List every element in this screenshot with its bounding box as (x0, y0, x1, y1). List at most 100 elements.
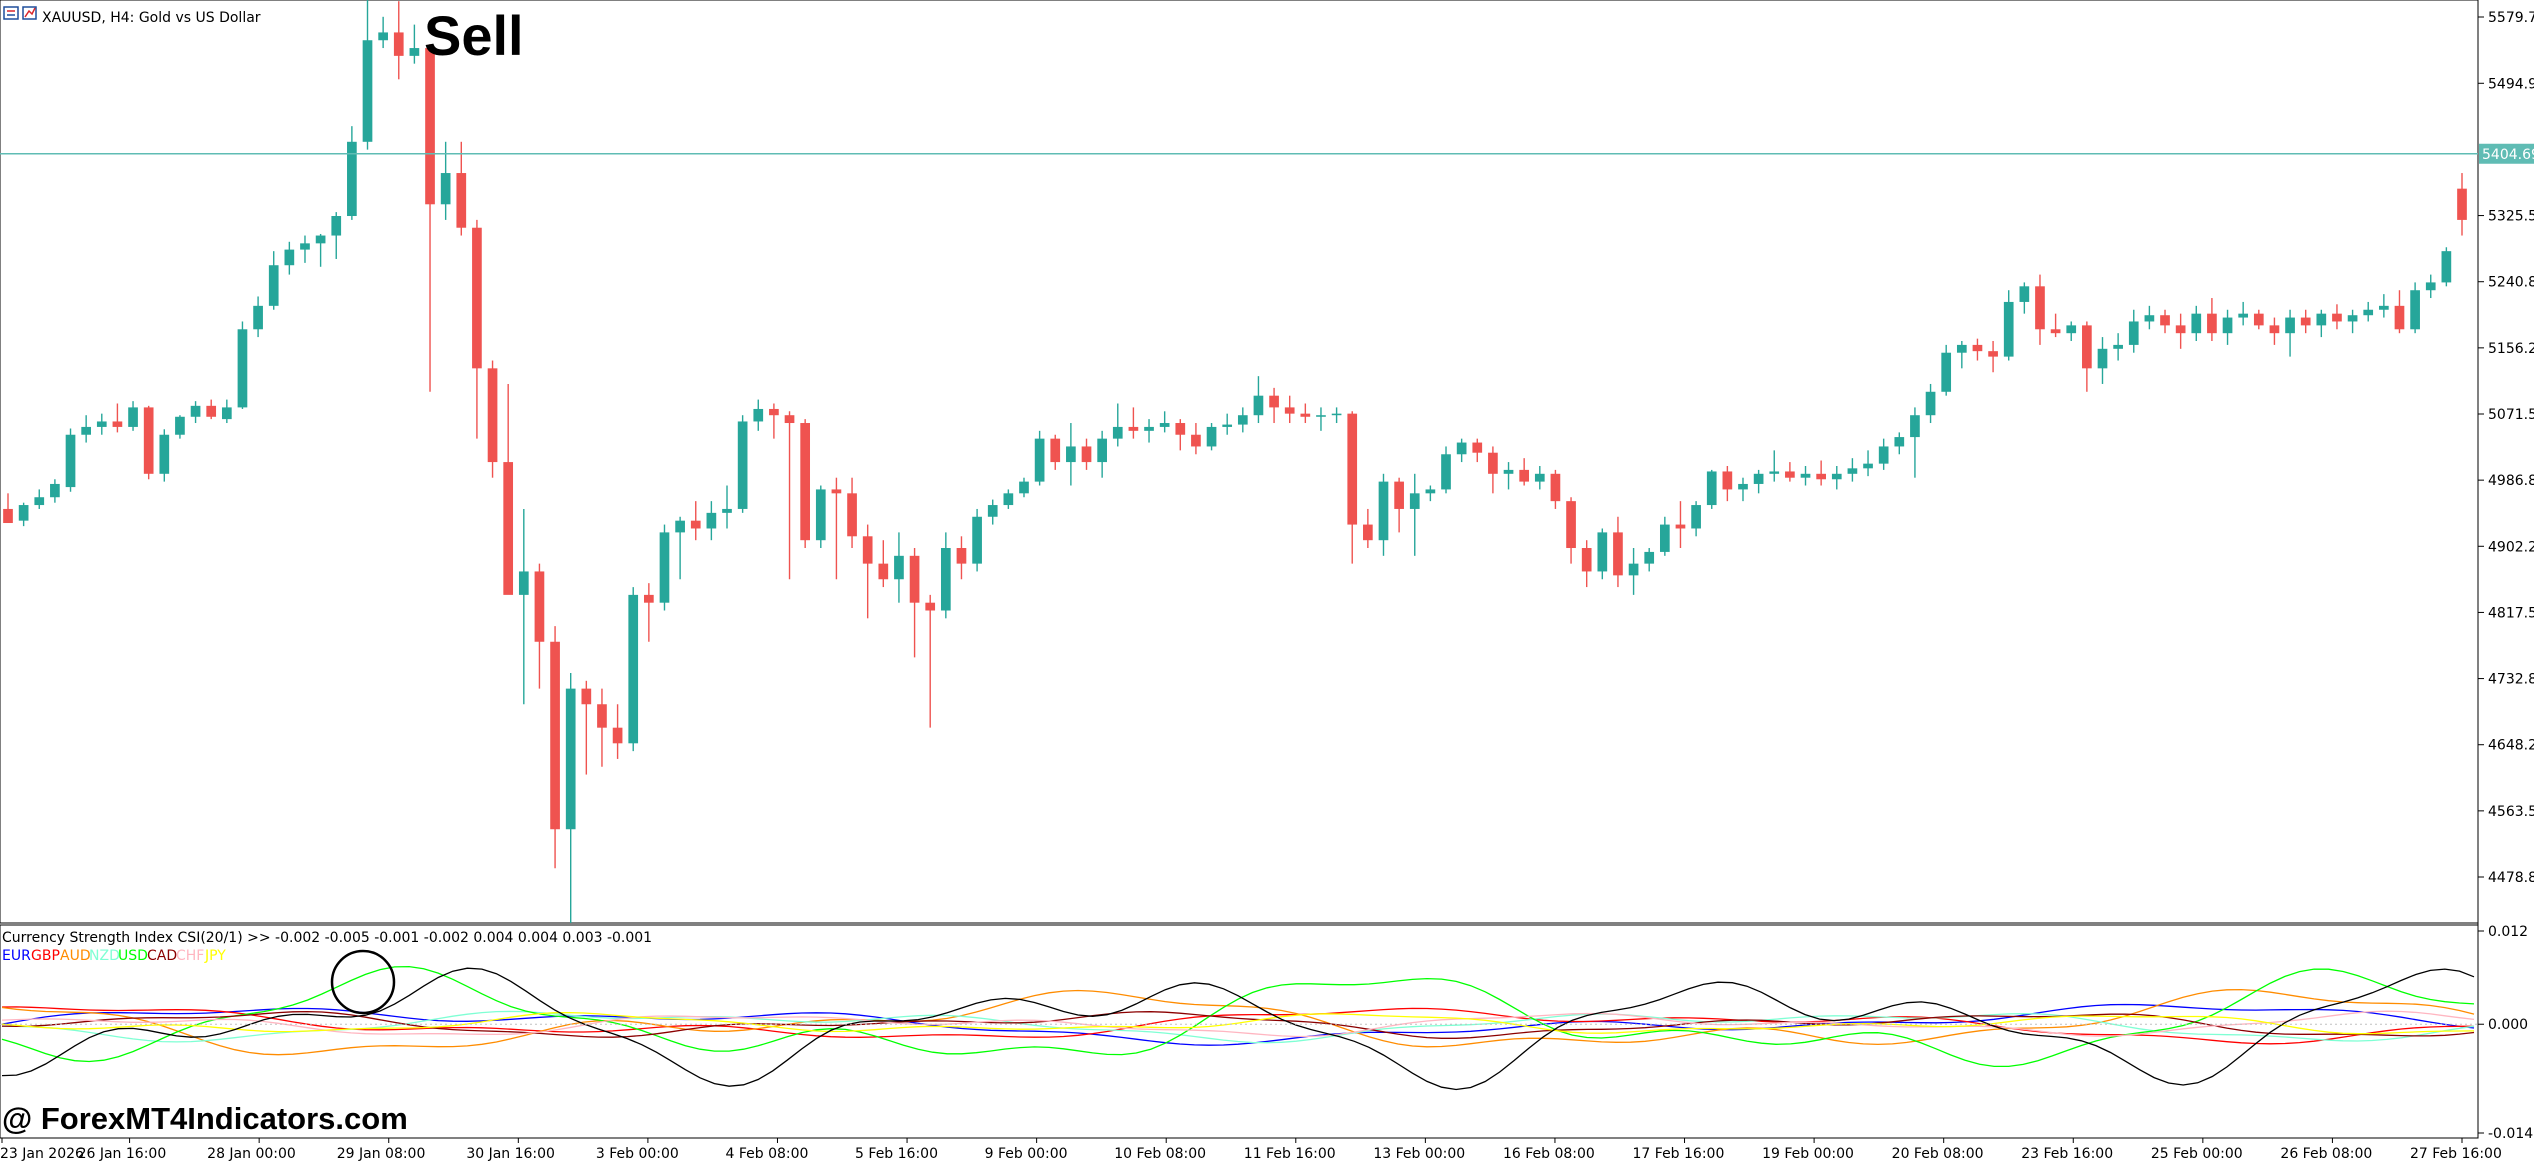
candle (1785, 462, 1795, 482)
candle (2160, 309, 2170, 334)
candle (96, 413, 107, 435)
candle (1972, 338, 1983, 361)
csi-line-chf (1, 1010, 2475, 1038)
time-tick-label: 23 Feb 16:00 (2021, 1146, 2113, 1162)
candle (1613, 516, 1623, 588)
candle (1175, 419, 1186, 451)
price-tick-label: 4563.53 (2488, 804, 2534, 820)
candle (831, 477, 842, 580)
candle (2113, 333, 2123, 361)
candle (1769, 450, 1780, 482)
candle (1112, 403, 1123, 447)
candle (1159, 411, 1170, 433)
candle (1878, 438, 1889, 470)
candle (2019, 282, 2030, 314)
candle (237, 321, 248, 409)
csi-axis: 0.012 0.000 -0.014 (0, 924, 2533, 1142)
candle (2191, 305, 2202, 341)
csi-legend-cad: CAD (147, 948, 177, 964)
candle (1378, 473, 1389, 556)
candle (2347, 309, 2358, 334)
candle (2207, 298, 2217, 341)
candle (909, 548, 920, 658)
candle (440, 141, 451, 220)
candle (1394, 477, 1404, 533)
candle (940, 532, 951, 619)
candle (50, 479, 60, 503)
csi-tick-label: 0.012 (2488, 924, 2528, 940)
price-tick-label: 4732.87 (2488, 672, 2534, 688)
candle (1472, 438, 1483, 463)
time-tick-label: 3 Feb 00:00 (596, 1146, 679, 1162)
candle (2128, 309, 2139, 353)
candle (815, 485, 826, 549)
candle (1831, 465, 1842, 490)
candle (1800, 465, 1811, 486)
csi-legend-jpy: JPY (204, 948, 226, 964)
candlestick-series (3, 0, 2467, 923)
csi-line-jpy (1, 1011, 2475, 1035)
csi-tick-label: -0.014 (2488, 1126, 2533, 1142)
candle (1675, 501, 1686, 549)
price-tick-label: 4986.88 (2488, 473, 2534, 489)
candle (221, 399, 232, 424)
candle (878, 540, 889, 588)
candle (628, 587, 639, 752)
candle (2050, 313, 2061, 338)
candle (1050, 434, 1061, 470)
candle (1753, 469, 1764, 494)
candle (1347, 411, 1358, 564)
candle (34, 489, 45, 509)
candle (862, 524, 873, 619)
csi-line-black (1, 967, 2475, 1091)
candle (1628, 548, 1639, 595)
candle (1456, 438, 1467, 463)
time-tick-label: 9 Feb 00:00 (985, 1146, 1068, 1162)
candle (847, 477, 857, 549)
price-axis: 5579.75 5494.90 5325.56 5240.89 5156.22 5071.… (2478, 10, 2534, 886)
candle (1910, 407, 1920, 478)
csi-tick-label: 0.000 (2488, 1017, 2528, 1033)
price-tick-label: 5325.56 (2488, 209, 2534, 225)
candle (1894, 432, 1905, 455)
price-tick-label: 5156.22 (2488, 341, 2534, 357)
time-tick-label: 5 Feb 16:00 (855, 1146, 938, 1162)
candle (1081, 438, 1092, 470)
price-tick-label: 5240.89 (2488, 275, 2534, 291)
candle (1581, 540, 1592, 588)
candle (1503, 462, 1514, 490)
candle (1300, 403, 1311, 424)
candle (1284, 395, 1295, 424)
candle (1363, 508, 1373, 549)
time-tick-label: 20 Feb 08:00 (1892, 1146, 1984, 1162)
candle (284, 241, 295, 275)
chart-menu-icon[interactable] (3, 6, 19, 20)
candle (206, 399, 217, 420)
candle (2253, 309, 2264, 330)
csi-legend-eur: EUR (2, 948, 31, 964)
candle (1956, 340, 1967, 369)
candle (1253, 376, 1264, 424)
chart-type-icon[interactable] (22, 6, 37, 20)
candle (1237, 407, 1248, 433)
candle (1597, 528, 1608, 580)
candle (1550, 469, 1561, 509)
candle (2379, 294, 2389, 318)
candle (1409, 473, 1420, 556)
candle (472, 219, 482, 439)
watermark: @ ForexMT4Indicators.com (2, 1101, 408, 1136)
candle (972, 508, 982, 572)
time-tick-label: 17 Feb 16:00 (1633, 1146, 1725, 1162)
candle (1988, 340, 1998, 373)
time-tick-label: 29 Jan 08:00 (337, 1146, 426, 1162)
candle (159, 429, 170, 482)
price-tick-label: 4817.54 (2488, 605, 2534, 621)
time-tick-label: 26 Jan 16:00 (78, 1146, 167, 1162)
time-tick-label: 28 Jan 00:00 (207, 1146, 296, 1162)
time-tick-label: 26 Feb 08:00 (2280, 1146, 2372, 1162)
time-tick-label: 25 Feb 00:00 (2151, 1146, 2243, 1162)
candle (2425, 274, 2436, 299)
candle (675, 516, 685, 580)
csi-legend-aud: AUD (60, 948, 91, 964)
